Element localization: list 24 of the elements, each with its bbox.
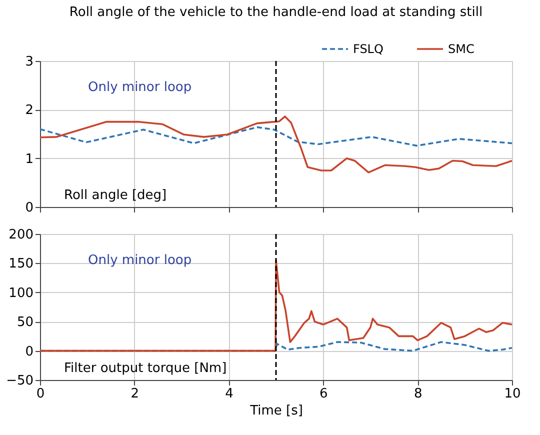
y-tick-label: 200 [8, 228, 34, 242]
y-tick-label: 150 [8, 256, 34, 272]
x-tick-label: 6 [320, 386, 328, 402]
annotation: Only minor loop [88, 253, 192, 268]
y-tick-label: 1 [25, 152, 34, 167]
y-tick-label: 2 [25, 103, 34, 118]
x-tick-label: 0 [36, 386, 45, 402]
x-tick-label: 10 [504, 386, 521, 402]
legend-label: SMC [448, 42, 474, 56]
y-tick-label: 100 [8, 286, 34, 301]
x-tick-label: 8 [414, 386, 422, 402]
annotation: Only minor loop [88, 80, 192, 95]
y-tick-label: −50 [6, 374, 34, 388]
chart-title: Roll angle of the vehicle to the handle-end load at standing still [69, 5, 483, 20]
x-axis-title: Time [s] [249, 404, 303, 418]
annotation: Roll angle [deg] [64, 188, 167, 203]
y-tick-label: 3 [25, 54, 34, 70]
legend-label: FSLQ [353, 42, 384, 56]
x-tick-label: 4 [225, 386, 234, 402]
annotation: Filter output torque [Nm] [64, 361, 227, 376]
y-tick-label: 0 [25, 200, 34, 216]
y-tick-label: 50 [16, 315, 34, 330]
y-tick-label: 0 [25, 344, 34, 360]
x-tick-label: 2 [130, 386, 140, 402]
